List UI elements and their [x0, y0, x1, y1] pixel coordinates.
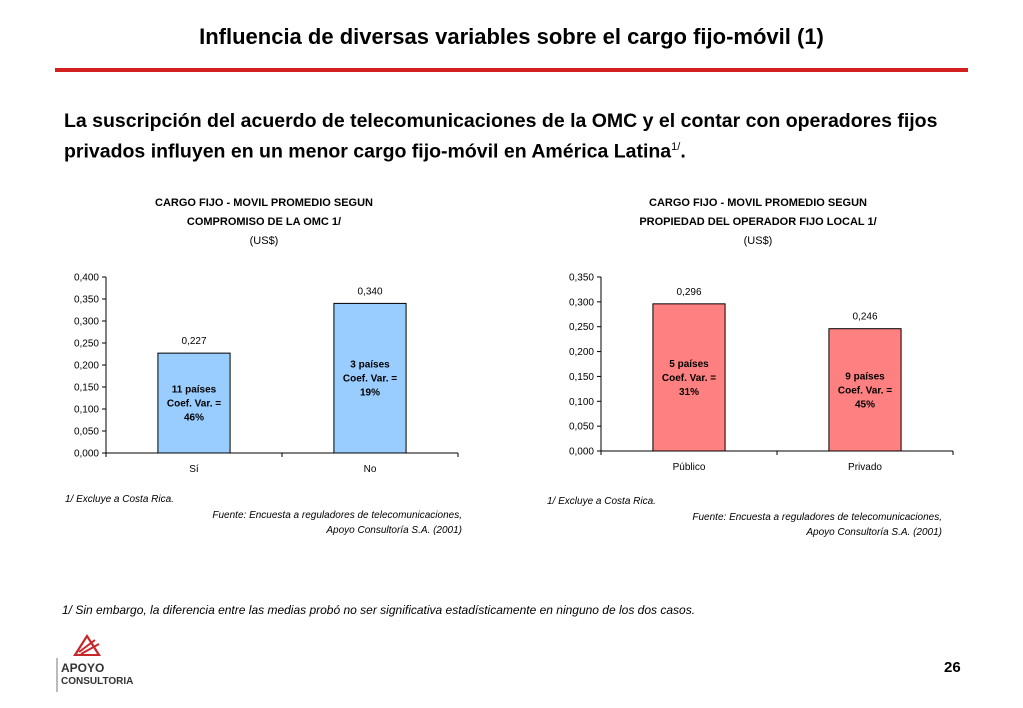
left-chart-title-line-3: (US$) — [250, 235, 279, 247]
logo-line-1: APOYO — [61, 661, 104, 675]
left-chart-y-tick-label: 0,100 — [74, 405, 99, 416]
right-chart-bar-2 — [828, 328, 902, 452]
right-chart-y-tick-label: 0,050 — [569, 422, 594, 433]
right-chart-x-tick-label: Privado — [848, 462, 882, 473]
left-chart-bar-1-annotation: 46% — [184, 413, 204, 424]
right-chart-bar-1 — [652, 303, 726, 452]
left-chart-bar-1-annotation: 11 países — [172, 385, 217, 396]
left-chart-y-tick-label: 0,200 — [74, 361, 99, 372]
left-chart-y-tick-label: 0,050 — [74, 427, 99, 438]
right-chart-y-tick-label: 0,250 — [569, 322, 594, 333]
right-chart-title-line-1: CARGO FIJO - MOVIL PROMEDIO SEGUN — [649, 197, 867, 209]
left-chart-y-tick-label: 0,250 — [74, 339, 99, 350]
left-chart-y-tick-label: 0,300 — [74, 317, 99, 328]
left-chart-source: Fuente: Encuesta a reguladores de teleco… — [150, 508, 462, 538]
left-source-line-2: Apoyo Consultoría S.A. (2001) — [326, 525, 462, 536]
left-chart-x-tick-label: Sí — [189, 464, 199, 475]
right-chart-y-tick-label: 0,000 — [569, 447, 594, 458]
right-chart-bar-1-annotation: Coef. Var. = — [662, 373, 716, 384]
chart-omc-commitment: CARGO FIJO - MOVIL PROMEDIO SEGUN COMPROM… — [74, 197, 459, 475]
right-chart-data-label-1: 0,296 — [676, 287, 701, 298]
right-chart-y-tick-label: 0,150 — [569, 372, 594, 383]
left-chart-x-tick-label: No — [364, 464, 377, 475]
subtitle-footnote-mark: 1/ — [671, 141, 681, 153]
left-chart-bar-1-annotation: Coef. Var. = — [167, 399, 221, 410]
slide-title: Influencia de diversas variables sobre e… — [199, 24, 824, 49]
left-chart-bar-2-annotation: 3 países — [350, 360, 390, 371]
left-chart-data-label-1: 0,227 — [181, 336, 206, 347]
right-chart-bar-1-annotation: 5 países — [669, 359, 709, 370]
right-chart-note: 1/ Excluye a Costa Rica. — [547, 496, 656, 507]
apoyo-consultoria-logo: APOYO CONSULTORIA — [56, 634, 133, 692]
right-chart-y-tick-label: 0,350 — [569, 273, 594, 284]
right-chart-data-label-2: 0,246 — [852, 312, 877, 323]
right-source-line-1: Fuente: Encuesta a reguladores de teleco… — [692, 512, 942, 523]
right-chart-y-tick-label: 0,100 — [569, 397, 594, 408]
right-chart-bar-1-annotation: 31% — [679, 387, 699, 398]
right-chart-bar-2-annotation: 9 países — [845, 371, 885, 382]
page-number: 26 — [944, 659, 961, 676]
logo-emblem-icon — [73, 634, 101, 656]
subtitle-end: . — [680, 140, 686, 163]
left-chart-y-tick-label: 0,150 — [74, 383, 99, 394]
right-chart-bar-2-annotation: 45% — [855, 399, 875, 410]
right-chart-y-tick-label: 0,300 — [569, 297, 594, 308]
logo-line-2: CONSULTORIA — [61, 676, 133, 687]
left-chart-title-line-2: COMPROMISO DE LA OMC 1/ — [187, 216, 341, 228]
left-chart-note: 1/ Excluye a Costa Rica. — [65, 494, 174, 505]
left-chart-bar-2-annotation: 19% — [360, 388, 380, 399]
left-chart-bar-2 — [333, 302, 407, 454]
left-chart-bar-2-annotation: Coef. Var. = — [343, 374, 397, 385]
title-rule — [55, 68, 968, 72]
left-chart-y-tick-label: 0,000 — [74, 449, 99, 460]
right-chart-bar-2-annotation: Coef. Var. = — [838, 385, 892, 396]
right-chart-title-line-2: PROPIEDAD DEL OPERADOR FIJO LOCAL 1/ — [639, 216, 876, 228]
left-chart-data-label-2: 0,340 — [357, 286, 382, 297]
slide-subtitle: La suscripción del acuerdo de telecomuni… — [64, 108, 974, 165]
left-chart-y-tick-label: 0,400 — [74, 273, 99, 284]
right-chart-y-tick-label: 0,200 — [569, 347, 594, 358]
slide-footnote: 1/ Sin embargo, la diferencia entre las … — [62, 603, 696, 617]
left-chart-bar-1 — [157, 352, 231, 454]
right-source-line-2: Apoyo Consultoría S.A. (2001) — [806, 527, 942, 538]
left-source-line-1: Fuente: Encuesta a reguladores de teleco… — [212, 510, 462, 521]
left-chart-y-tick-label: 0,350 — [74, 295, 99, 306]
subtitle-text: La suscripción del acuerdo de telecomuni… — [64, 110, 938, 163]
right-chart-x-tick-label: Público — [673, 462, 706, 473]
right-chart-source: Fuente: Encuesta a reguladores de teleco… — [630, 510, 942, 540]
right-chart-title-line-3: (US$) — [744, 235, 773, 247]
chart-operator-ownership: CARGO FIJO - MOVIL PROMEDIO SEGUN PROPIED… — [569, 197, 954, 473]
left-chart-title-line-1: CARGO FIJO - MOVIL PROMEDIO SEGUN — [155, 197, 373, 209]
